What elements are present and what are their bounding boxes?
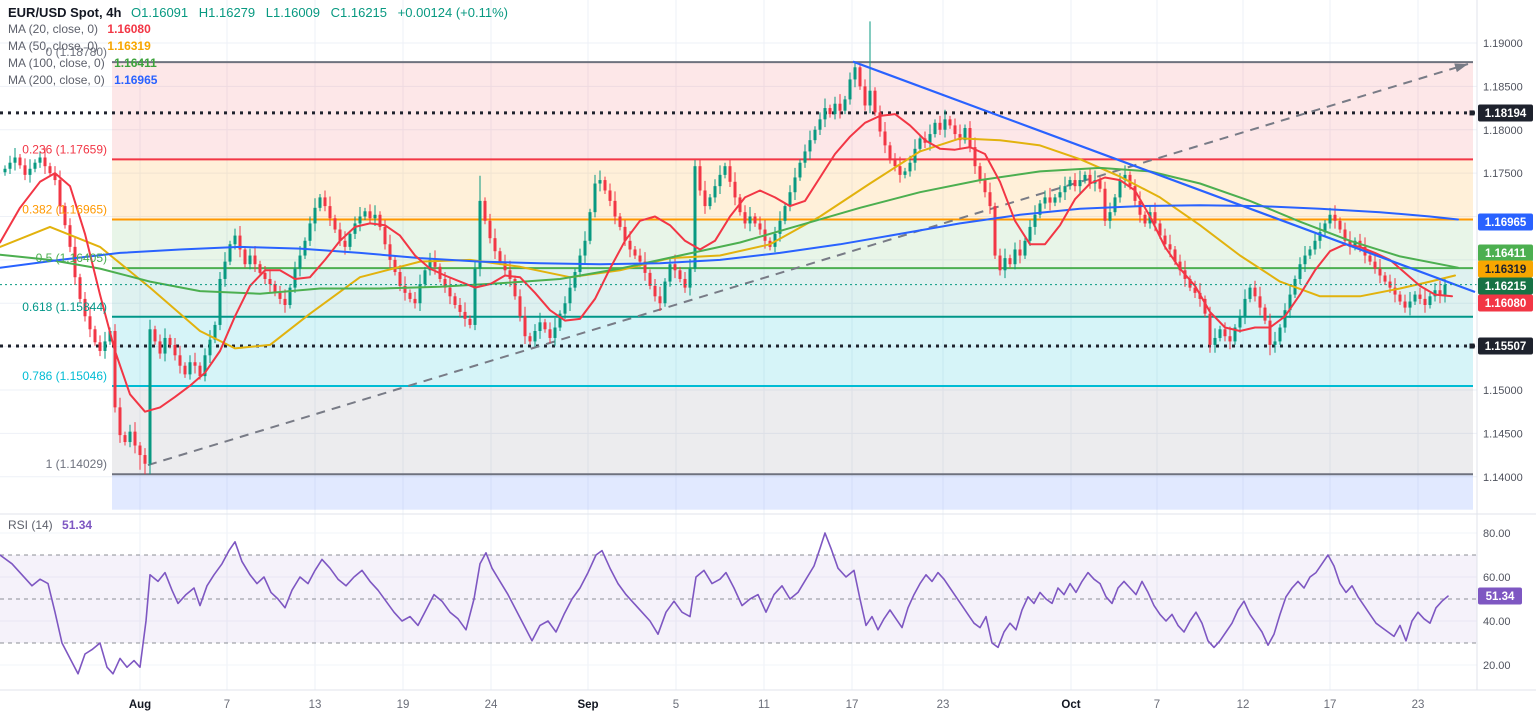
time-axis-background[interactable] (0, 690, 1536, 718)
time-axis[interactable]: Aug 7 13 19 24 Sep 5 11 17 23 Oct 7 12 17 23 (129, 699, 1425, 711)
fib-label: 0.618 (1.15844) (22, 300, 107, 314)
price-tick-label: 1.15000 (1483, 385, 1523, 397)
rsi-tick-label: 80.00 (1483, 528, 1511, 540)
time-tick-label: Oct (1061, 699, 1080, 711)
ma50-badge (1478, 260, 1533, 278)
price-tick-label: 1.19000 (1483, 38, 1523, 50)
ma20-badge-label: 1.16080 (1485, 298, 1527, 310)
time-tick-label: 24 (485, 699, 498, 711)
time-tick-label: 11 (758, 699, 770, 711)
ascending-trendline[interactable] (147, 60, 1469, 466)
last-price-badge-label: 1.16215 (1485, 281, 1527, 293)
ma200-badge-label: 1.16965 (1485, 217, 1527, 229)
fib-level-lines[interactable] (112, 61, 1473, 476)
ma100-line (0, 166, 1459, 295)
rsi-tick-label: 20.00 (1483, 660, 1511, 672)
price-tick-label: 1.14500 (1483, 428, 1523, 440)
time-tick-label: 17 (1324, 699, 1337, 711)
rsi-value-badge (1478, 587, 1522, 605)
alert-level-lines[interactable] (0, 111, 1477, 348)
ma20-badge (1478, 294, 1533, 312)
time-tick-label: 23 (937, 699, 950, 711)
alert-level-badge (1478, 337, 1533, 355)
time-tick-label: 19 (397, 699, 410, 711)
ma200-badge (1478, 213, 1533, 231)
fib-retracement-zones (112, 62, 1473, 510)
ma100-badge-label: 1.16411 (1485, 248, 1527, 260)
alert-level-badge-label: 1.18194 (1485, 108, 1527, 120)
alert-level-badge (1478, 104, 1533, 122)
ma100-badge (1478, 244, 1533, 262)
time-tick-label: 13 (309, 699, 322, 711)
time-tick-label: 23 (1412, 699, 1425, 711)
ma50-badge-label: 1.16319 (1485, 264, 1527, 276)
time-tick-label: 7 (224, 699, 230, 711)
fib-level-labels: 0 (1.18780) 0.236 (1.17659) 0.382 (1.16965… (22, 45, 107, 471)
price-tick-label: 1.17500 (1483, 168, 1523, 180)
price-axis[interactable]: 1.19000 1.18500 1.18000 1.17500 1.15000 1.145… (1469, 38, 1534, 672)
ma200-line (0, 204, 1459, 269)
fib-label: 1 (1.14029) (46, 457, 107, 471)
time-tick-label: Sep (577, 699, 598, 711)
fib-label: 0 (1.18780) (46, 45, 107, 59)
fib-label: 0.5 (1.16405) (36, 251, 107, 265)
time-tick-label: 5 (673, 699, 679, 711)
alert-level-badge-label: 1.15507 (1485, 341, 1527, 353)
price-tick-label: 1.14000 (1483, 472, 1523, 484)
rsi-tick-label: 40.00 (1483, 616, 1511, 628)
fib-label: 0.786 (1.15046) (22, 369, 107, 383)
descending-trendline[interactable] (852, 60, 1476, 294)
time-tick-label: Aug (129, 699, 151, 711)
rsi-tick-label: 60.00 (1483, 572, 1511, 584)
moving-average-lines[interactable] (0, 113, 1459, 413)
fib-label: 0.382 (1.16965) (22, 203, 107, 217)
ma50-line (0, 137, 1456, 350)
rsi-value-badge-label: 51.34 (1486, 591, 1515, 603)
ma20-line (0, 113, 1453, 413)
time-tick-label: 12 (1237, 699, 1250, 711)
rsi-line[interactable] (0, 532, 1449, 675)
price-tick-label: 1.18500 (1483, 81, 1523, 93)
time-tick-label: 17 (846, 699, 859, 711)
fib-label: 0.236 (1.17659) (22, 142, 107, 156)
candles[interactable] (3, 21, 1447, 475)
last-price-badge (1478, 277, 1533, 295)
price-tick-label: 1.18000 (1483, 125, 1523, 137)
time-tick-label: 7 (1154, 699, 1160, 711)
